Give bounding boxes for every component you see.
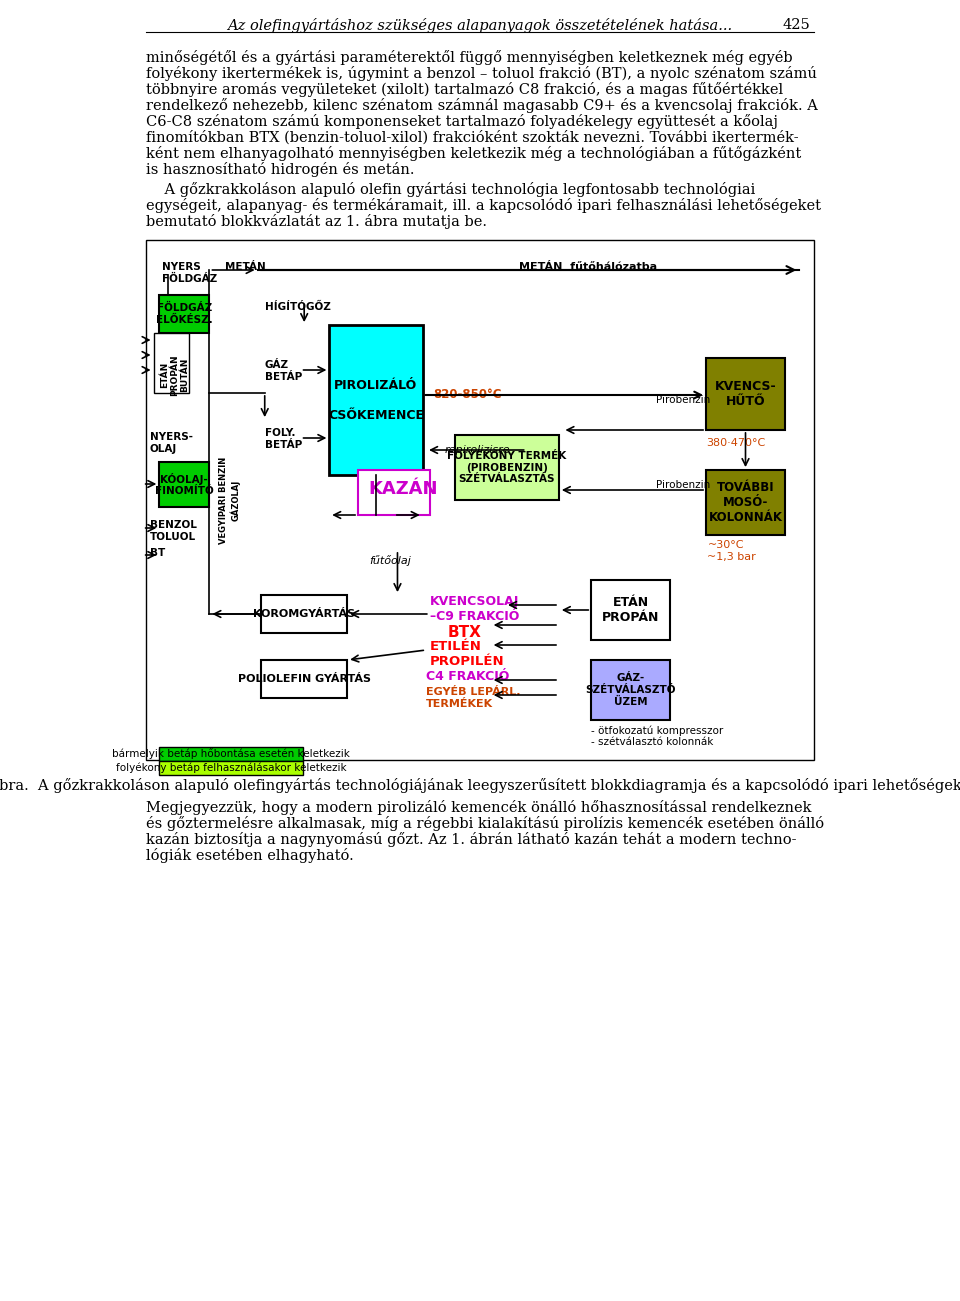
Bar: [261, 595, 348, 634]
Text: - ötfokozatú kompresszor: - ötfokozatú kompresszor: [591, 725, 724, 735]
Text: Pirobenzin: Pirobenzin: [656, 480, 710, 490]
Text: BENZOL
TOLUOL: BENZOL TOLUOL: [150, 520, 197, 541]
Text: BTX: BTX: [447, 624, 482, 640]
Text: EGYÉB LEPÁRL.
TERMÉKEK: EGYÉB LEPÁRL. TERMÉKEK: [426, 687, 520, 709]
Bar: [159, 747, 302, 761]
Text: Pirobenzin: Pirobenzin: [656, 396, 710, 405]
Bar: [154, 333, 189, 393]
Text: 820-850°C: 820-850°C: [433, 388, 502, 401]
Text: bemutató blokkvázlatát az 1. ábra mutatja be.: bemutató blokkvázlatát az 1. ábra mutatj…: [146, 213, 488, 229]
Text: fűtőolaj: fűtőolaj: [369, 556, 411, 566]
Text: ~30°C
~1,3 bar: ~30°C ~1,3 bar: [708, 540, 756, 562]
Text: egységeit, alapanyag- és termékáramait, ill. a kapcsolódó ipari felhasználási le: egységeit, alapanyag- és termékáramait, …: [146, 198, 822, 213]
Text: és gőztermelésre alkalmasak, míg a régebbi kialakítású pirolízis kemencék esetéb: és gőztermelésre alkalmasak, míg a régeb…: [146, 816, 825, 831]
Text: ETÁN
PROPÁN: ETÁN PROPÁN: [602, 596, 660, 624]
Text: minőségétől és a gyártási paraméterektől függő mennyiségben keletkeznek még egyé: minőségétől és a gyártási paraméterektől…: [146, 49, 793, 65]
Bar: [455, 435, 559, 500]
Text: bármelyik betáp hőbontása esetén keletkezik: bármelyik betáp hőbontása esetén keletke…: [112, 748, 350, 760]
Bar: [261, 660, 348, 699]
Bar: [358, 470, 430, 515]
Text: TOVÁBBI
MOSÓ-
KOLONNÁK: TOVÁBBI MOSÓ- KOLONNÁK: [708, 481, 782, 524]
Text: KVENCSOLAJ
–C9 FRAKCIÓ: KVENCSOLAJ –C9 FRAKCIÓ: [430, 595, 519, 623]
Text: Megjegyezzük, hogy a modern pirolizáló kemencék önálló hőhasznosítással rendelke: Megjegyezzük, hogy a modern pirolizáló k…: [146, 800, 812, 814]
Text: 425: 425: [782, 18, 810, 33]
Text: FOLYÉKONY TERMÉK
(PIROBENZIN)
SZÉTVÁLASZTÁS: FOLYÉKONY TERMÉK (PIROBENZIN) SZÉTVÁLASZ…: [447, 451, 566, 484]
Text: KAZÁN: KAZÁN: [369, 480, 439, 498]
Text: C4 FRAKCIÓ: C4 FRAKCIÓ: [426, 670, 510, 683]
Bar: [159, 295, 209, 333]
Text: METÁN  fűtőhálózatba: METÁN fűtőhálózatba: [519, 262, 658, 272]
Bar: [329, 325, 422, 475]
Text: C6-C8 szénatom számú komponenseket tartalmazó folyadékelegy együttesét a kőolaj: C6-C8 szénatom számú komponenseket tarta…: [146, 114, 779, 129]
Text: ként nem elhanyagolható mennyiségben keletkezik még a technológiában a fűtőgázké: ként nem elhanyagolható mennyiségben kel…: [146, 146, 802, 161]
Text: KÓOLAJ-
FINOMÍTÓ: KÓOLAJ- FINOMÍTÓ: [155, 472, 214, 496]
Text: folyékony betáp felhasználásakor keletkezik: folyékony betáp felhasználásakor keletke…: [116, 762, 347, 773]
Text: kazán biztosítja a nagynyomású gőzt. Az 1. ábrán látható kazán tehát a modern te: kazán biztosítja a nagynyomású gőzt. Az …: [146, 833, 797, 847]
Text: POLIOLEFIN GYÁRTÁS: POLIOLEFIN GYÁRTÁS: [238, 674, 371, 684]
Text: BUTÁN: BUTÁN: [180, 358, 189, 392]
Text: FOLY.
BETÁP: FOLY. BETÁP: [265, 428, 302, 450]
Text: PIROLIZÁLÓ

CSŐKEMENCE: PIROLIZÁLÓ CSŐKEMENCE: [328, 379, 424, 422]
Text: HÍGÍTÓGŐZ: HÍGÍTÓGŐZ: [265, 302, 330, 312]
Text: BT: BT: [150, 548, 165, 558]
Text: METÁN: METÁN: [226, 262, 266, 272]
Text: FÖLDGÁZ
ELŐKÉSZ.: FÖLDGÁZ ELŐKÉSZ.: [156, 303, 213, 325]
Text: A gőzkrakkoláson alapuló olefin gyártási technológia legfontosabb technológiai: A gőzkrakkoláson alapuló olefin gyártási…: [146, 182, 756, 196]
Text: Az olefingyártáshoz szükséges alapanyagok összetételének hatása...: Az olefingyártáshoz szükséges alapanyago…: [228, 18, 732, 33]
Text: KOROMGYÁRTÁS: KOROMGYÁRTÁS: [253, 609, 355, 619]
Text: lógiák esetében elhagyható.: lógiák esetében elhagyható.: [146, 848, 354, 863]
Text: NYERS-
OLAJ: NYERS- OLAJ: [150, 432, 193, 454]
Bar: [159, 761, 302, 775]
Text: VEGYIPARI BENZIN: VEGYIPARI BENZIN: [219, 457, 228, 544]
Text: GÁZ-
SZÉTVÁLASZTÓ
ÜZEM: GÁZ- SZÉTVÁLASZTÓ ÜZEM: [586, 674, 676, 706]
Bar: [159, 462, 209, 507]
Text: PROPÁN: PROPÁN: [170, 354, 179, 396]
Text: finomítókban BTX (benzin-toluol-xilol) frakcióként szokták nevezni. További iker: finomítókban BTX (benzin-toluol-xilol) f…: [146, 130, 799, 144]
Text: többnyire aromás vegyületeket (xilolt) tartalmazó C8 frakció, és a magas fűtőért: többnyire aromás vegyületeket (xilolt) t…: [146, 82, 783, 98]
Bar: [146, 239, 814, 760]
Text: NYERS
FÖLDGÁZ: NYERS FÖLDGÁZ: [162, 262, 217, 284]
Text: is hasznosítható hidrogén és metán.: is hasznosítható hidrogén és metán.: [146, 163, 415, 177]
Bar: [706, 358, 785, 431]
Text: GÁZOLAJ: GÁZOLAJ: [230, 479, 241, 520]
Bar: [591, 580, 670, 640]
Text: GÁZ
BETÁP: GÁZ BETÁP: [265, 360, 302, 381]
Text: ETÁN: ETÁN: [159, 362, 169, 388]
Bar: [706, 470, 785, 535]
Text: 1. ábra.  A gőzkrakkoláson alapuló olefingyártás technológiájának leegyszerűsíte: 1. ábra. A gőzkrakkoláson alapuló olefin…: [0, 778, 960, 794]
Text: repirolizisre: repirolizisre: [444, 445, 510, 455]
Bar: [591, 660, 670, 719]
Text: rendelkező nehezebb, kilenc szénatom számnál magasabb C9+ és a kvencsolaj frakci: rendelkező nehezebb, kilenc szénatom szá…: [146, 98, 818, 113]
Text: - szétválasztó kolonnák: - szétválasztó kolonnák: [591, 736, 713, 747]
Text: 380·470°C: 380·470°C: [706, 438, 765, 448]
Text: ETILÉN
PROPILÉN: ETILÉN PROPILÉN: [430, 640, 504, 667]
Text: KVENCS-
HŰTŐ: KVENCS- HŰTŐ: [714, 380, 777, 409]
Text: folyékony ikertermékek is, úgymint a benzol – toluol frakció (BT), a nyolc széna: folyékony ikertermékek is, úgymint a ben…: [146, 66, 817, 81]
